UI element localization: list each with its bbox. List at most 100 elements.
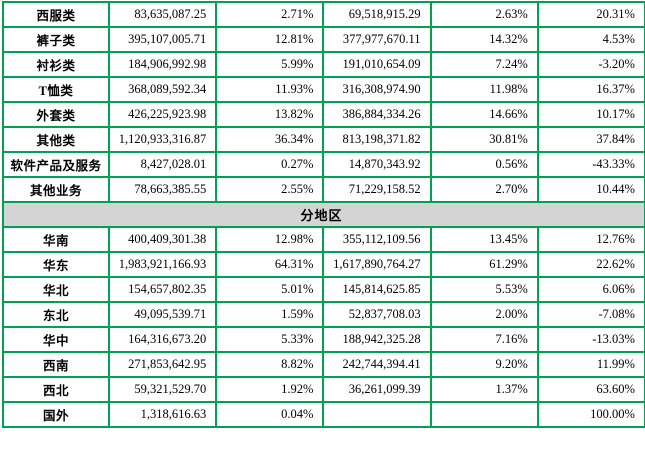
amount-previous: 188,942,325.28 xyxy=(322,326,432,353)
yoy-change: 4.53% xyxy=(536,26,645,53)
table-row: 华南 400,409,301.38 12.98% 355,112,109.56 13.4… xyxy=(2,226,645,253)
amount-previous: 355,112,109.56 xyxy=(322,226,432,253)
yoy-change: 6.06% xyxy=(536,276,645,303)
amount-previous: 191,010,654.09 xyxy=(322,51,432,78)
ratio-previous: 2.63% xyxy=(429,1,539,28)
amount-previous: 69,518,915.29 xyxy=(322,1,432,28)
table-row: 华北 154,657,802.35 5.01% 145,814,625.85 5.53%… xyxy=(2,276,645,303)
ratio-previous: 14.66% xyxy=(429,101,539,128)
category-label: 其他业务 xyxy=(2,176,110,203)
category-label: 西服类 xyxy=(2,1,110,28)
amount-previous: 386,884,334.26 xyxy=(322,101,432,128)
category-label: 西南 xyxy=(2,351,110,378)
category-label: 外套类 xyxy=(2,101,110,128)
table-row: 西南 271,853,642.95 8.82% 242,744,394.41 9.20%… xyxy=(2,351,645,378)
table-row: 西北 59,321,529.70 1.92% 36,261,099.39 1.37% 63… xyxy=(2,376,645,403)
yoy-change: 10.17% xyxy=(536,101,645,128)
ratio-previous: 1.37% xyxy=(429,376,539,403)
amount-previous: 145,814,625.85 xyxy=(322,276,432,303)
ratio-previous: 14.32% xyxy=(429,26,539,53)
ratio-current: 11.93% xyxy=(215,76,325,103)
ratio-current: 5.01% xyxy=(215,276,325,303)
table-row: 其他业务 78,663,385.55 2.55% 71,229,158.52 2.70%… xyxy=(2,176,645,203)
ratio-current: 36.34% xyxy=(215,126,325,153)
amount-previous: 377,977,670.11 xyxy=(322,26,432,53)
yoy-change: 63.60% xyxy=(536,376,645,403)
yoy-change: -43.33% xyxy=(536,151,645,178)
ratio-current: 0.27% xyxy=(215,151,325,178)
amount-current: 426,225,923.98 xyxy=(107,101,218,128)
category-label: 国外 xyxy=(2,401,110,428)
yoy-change: -3.20% xyxy=(536,51,645,78)
category-label: 东北 xyxy=(2,301,110,328)
amount-current: 8,427,028.01 xyxy=(107,151,218,178)
yoy-change: 10.44% xyxy=(536,176,645,203)
table-row: 其他类 1,120,933,316.87 36.34% 813,198,371.82 3… xyxy=(2,126,645,153)
ratio-previous: 7.16% xyxy=(429,326,539,353)
ratio-previous: 7.24% xyxy=(429,51,539,78)
amount-current: 154,657,802.35 xyxy=(107,276,218,303)
table-row: 华中 164,316,673.20 5.33% 188,942,325.28 7.16%… xyxy=(2,326,645,353)
financial-breakdown-table: 西服类 83,635,087.25 2.71% 69,518,915.29 2.63% 2… xyxy=(2,1,645,428)
yoy-change: 100.00% xyxy=(536,401,645,428)
amount-current: 395,107,005.71 xyxy=(107,26,218,53)
ratio-previous xyxy=(429,401,539,428)
table-row: 西服类 83,635,087.25 2.71% 69,518,915.29 2.63% 2… xyxy=(2,1,645,28)
category-label: 华中 xyxy=(2,326,110,353)
amount-previous: 242,744,394.41 xyxy=(322,351,432,378)
table-body: 西服类 83,635,087.25 2.71% 69,518,915.29 2.63% 2… xyxy=(2,1,645,428)
amount-current: 1,983,921,166.93 xyxy=(107,251,218,278)
table-row: 外套类 426,225,923.98 13.82% 386,884,334.26 14.… xyxy=(2,101,645,128)
yoy-change: 12.76% xyxy=(536,226,645,253)
category-label: 其他类 xyxy=(2,126,110,153)
amount-previous: 71,229,158.52 xyxy=(322,176,432,203)
table-row: T恤类 368,089,592.34 11.93% 316,308,974.90 11.… xyxy=(2,76,645,103)
amount-current: 164,316,673.20 xyxy=(107,326,218,353)
ratio-current: 0.04% xyxy=(215,401,325,428)
amount-previous xyxy=(322,401,432,428)
yoy-change: 20.31% xyxy=(536,1,645,28)
ratio-previous: 13.45% xyxy=(429,226,539,253)
ratio-current: 64.31% xyxy=(215,251,325,278)
ratio-previous: 61.29% xyxy=(429,251,539,278)
ratio-previous: 30.81% xyxy=(429,126,539,153)
amount-previous: 14,870,343.92 xyxy=(322,151,432,178)
amount-current: 368,089,592.34 xyxy=(107,76,218,103)
amount-current: 184,906,992.98 xyxy=(107,51,218,78)
amount-current: 1,120,933,316.87 xyxy=(107,126,218,153)
ratio-current: 5.33% xyxy=(215,326,325,353)
ratio-previous: 5.53% xyxy=(429,276,539,303)
amount-current: 1,318,616.63 xyxy=(107,401,218,428)
ratio-previous: 2.00% xyxy=(429,301,539,328)
category-label: T恤类 xyxy=(2,76,110,103)
ratio-current: 2.55% xyxy=(215,176,325,203)
amount-current: 271,853,642.95 xyxy=(107,351,218,378)
yoy-change: 37.84% xyxy=(536,126,645,153)
table-row: 华东 1,983,921,166.93 64.31% 1,617,890,764.27… xyxy=(2,251,645,278)
yoy-change: -7.08% xyxy=(536,301,645,328)
yoy-change: 22.62% xyxy=(536,251,645,278)
ratio-current: 2.71% xyxy=(215,1,325,28)
yoy-change: 11.99% xyxy=(536,351,645,378)
category-label: 华北 xyxy=(2,276,110,303)
table-row: 国外 1,318,616.63 0.04% 100.00% xyxy=(2,401,645,428)
amount-current: 400,409,301.38 xyxy=(107,226,218,253)
ratio-previous: 2.70% xyxy=(429,176,539,203)
ratio-current: 1.92% xyxy=(215,376,325,403)
category-label: 西北 xyxy=(2,376,110,403)
table-row: 衬衫类 184,906,992.98 5.99% 191,010,654.09 7.24… xyxy=(2,51,645,78)
amount-current: 49,095,539.71 xyxy=(107,301,218,328)
section-header: 分地区 xyxy=(2,201,645,228)
ratio-current: 13.82% xyxy=(215,101,325,128)
category-label: 衬衫类 xyxy=(2,51,110,78)
ratio-previous: 11.98% xyxy=(429,76,539,103)
amount-current: 59,321,529.70 xyxy=(107,376,218,403)
ratio-current: 5.99% xyxy=(215,51,325,78)
amount-current: 78,663,385.55 xyxy=(107,176,218,203)
amount-previous: 1,617,890,764.27 xyxy=(322,251,432,278)
category-label: 裤子类 xyxy=(2,26,110,53)
ratio-current: 1.59% xyxy=(215,301,325,328)
ratio-previous: 9.20% xyxy=(429,351,539,378)
ratio-previous: 0.56% xyxy=(429,151,539,178)
amount-current: 83,635,087.25 xyxy=(107,1,218,28)
